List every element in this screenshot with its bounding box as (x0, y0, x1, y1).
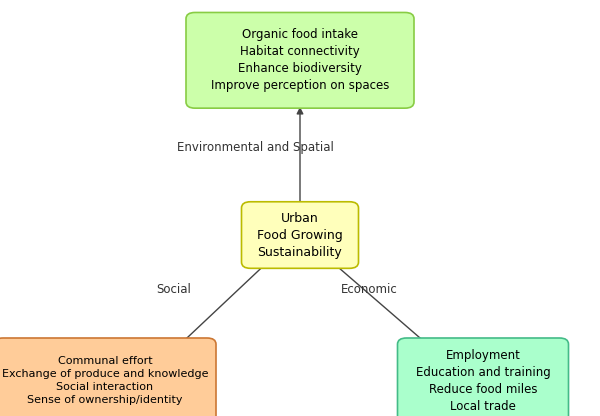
Text: Organic food intake
Habitat connectivity
Enhance biodiversity
Improve perception: Organic food intake Habitat connectivity… (211, 28, 389, 92)
FancyBboxPatch shape (398, 338, 569, 416)
Text: Social: Social (157, 282, 191, 296)
Text: Urban
Food Growing
Sustainability: Urban Food Growing Sustainability (257, 212, 343, 258)
FancyBboxPatch shape (186, 12, 414, 108)
Text: Economic: Economic (341, 282, 397, 296)
FancyBboxPatch shape (241, 202, 358, 268)
Text: Environmental and Spatial: Environmental and Spatial (176, 141, 334, 154)
Text: Employment
Education and training
Reduce food miles
Local trade: Employment Education and training Reduce… (416, 349, 550, 413)
Text: Communal effort
Exchange of produce and knowledge
Social interaction
Sense of ow: Communal effort Exchange of produce and … (2, 356, 208, 406)
FancyBboxPatch shape (0, 338, 216, 416)
